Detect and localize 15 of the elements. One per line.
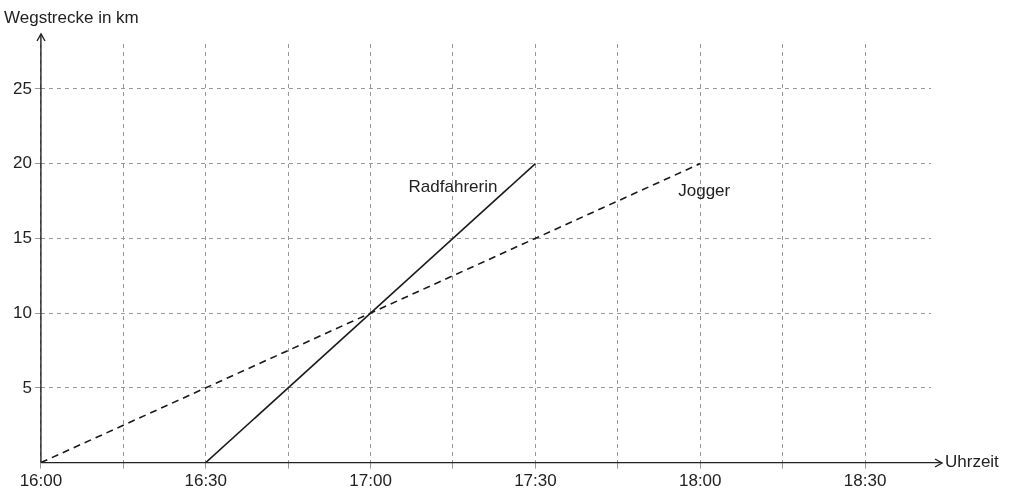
x-tick-label: 17:00 xyxy=(349,471,392,491)
y-tick-label: 10 xyxy=(12,302,32,322)
x-tick-label: 17:30 xyxy=(514,471,557,491)
x-axis-title: Uhrzeit xyxy=(945,452,1000,472)
x-tick-label: 18:00 xyxy=(678,471,722,491)
series-label: Jogger xyxy=(678,181,731,201)
y-tick-label: 20 xyxy=(12,153,32,173)
y-axis-title: Wegstrecke in km xyxy=(4,7,139,27)
x-tick-label: 18:30 xyxy=(843,471,887,491)
y-tick-label: 25 xyxy=(12,78,32,98)
y-tick-label: 15 xyxy=(12,228,32,248)
x-tick-label: 16:00 xyxy=(19,471,63,491)
y-tick-label: 5 xyxy=(22,377,32,397)
series-label: Radfahrerin xyxy=(408,177,498,197)
x-tick-label: 16:30 xyxy=(184,471,228,491)
